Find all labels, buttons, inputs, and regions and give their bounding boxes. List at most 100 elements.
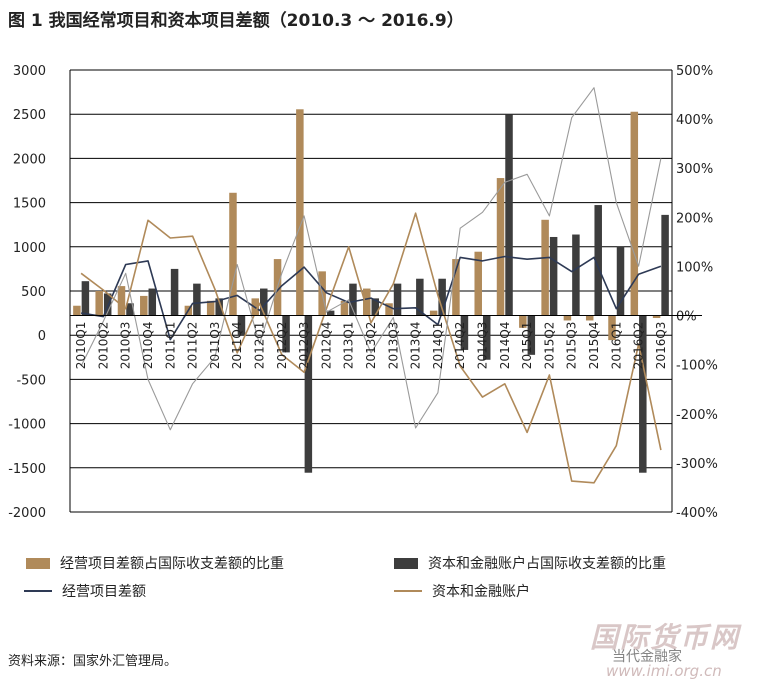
left-tick-label: -2000 (8, 506, 46, 521)
left-tick-label: 2500 (13, 108, 46, 123)
right-tick-label: 300% (676, 162, 713, 177)
category-label: 2016Q3 (654, 322, 668, 370)
left-tick-label: -1500 (8, 462, 46, 477)
grid-lines (70, 69, 672, 513)
right-tick-label: 500% (676, 64, 713, 79)
bar-cfa-share (460, 315, 469, 350)
bar-cfa-share (527, 315, 536, 355)
bar-cfa-share (572, 234, 580, 316)
bar-ca-share (496, 178, 505, 316)
axes (69, 70, 702, 512)
source-note: 资料来源：国家外汇管理局。 (8, 654, 178, 669)
bar-ca-share (296, 109, 304, 316)
bar-cfa-share (549, 236, 558, 316)
bar-cfa-share (438, 278, 446, 316)
legend-item-cfa-balance: 资本和金融账户 (394, 581, 530, 601)
line-marks (80, 87, 662, 484)
bar-cfa-share (505, 114, 513, 316)
bar-cfa-share (326, 310, 335, 316)
bar-cfa-share (661, 214, 669, 316)
bar-ca-share (206, 300, 215, 316)
bar-ca-share (630, 111, 639, 316)
left-tick-label: 1500 (13, 197, 46, 212)
bar-ca-share (140, 295, 148, 316)
left-tick-label: 1000 (13, 241, 46, 256)
category-label: 2014Q1 (431, 322, 445, 370)
bar-ca-share (363, 288, 371, 316)
x-axis-category-labels: 2010Q1 2010Q2 2010Q3 2010Q4 2011Q1 2011Q2 2011… (74, 322, 668, 370)
bar-cfa-share (81, 281, 90, 316)
bar-cfa-share (170, 268, 179, 316)
bar-ca-share (73, 305, 81, 316)
category-label: 2014Q4 (498, 322, 512, 370)
right-tick-label: -400% (676, 506, 718, 521)
category-label: 2010Q3 (119, 322, 133, 370)
bar-cfa-share (594, 205, 602, 316)
bar-ca-share (563, 315, 572, 321)
bar-ca-share (229, 192, 237, 316)
category-label: 2012Q2 (275, 322, 289, 370)
right-tick-label: 200% (676, 211, 713, 226)
left-tick-label: 500 (21, 285, 46, 300)
bar-cfa-share (215, 298, 223, 316)
left-axis-ticks: -2000 -1500 -1000 -500 0 500 1000 1500 2000 2500 3… (8, 64, 46, 521)
category-label: 2013Q2 (364, 322, 378, 370)
legend-item-ca-balance: 经营项目差额 (24, 581, 146, 601)
category-label: 2016Q2 (632, 322, 646, 370)
legend-item-cfa-share: 资本和金融账户占国际收支差额的比重 (394, 553, 666, 573)
category-label: 2013Q3 (386, 322, 400, 370)
bar-cfa-share (349, 283, 357, 316)
bar-cfa-share (260, 288, 268, 316)
bar-ca-share (652, 315, 661, 319)
category-label: 2012Q1 (253, 322, 267, 370)
category-label: 2010Q4 (141, 322, 155, 370)
category-label: 2010Q1 (74, 322, 88, 370)
bar-ca-share (340, 300, 349, 316)
legend-item-ca-share: 经营项目差额占国际收支差额的比重 (26, 553, 284, 573)
bar-ca-share (474, 251, 482, 316)
bar-cfa-share (393, 283, 402, 316)
bar-cfa-share (103, 293, 112, 316)
bar-ca-share (519, 315, 527, 328)
bar-ca-share (117, 286, 126, 316)
category-label: 2011Q4 (230, 322, 244, 370)
legend-swatch-cfa-balance (394, 590, 422, 592)
legend-label-ca-share: 经营项目差额占国际收支差额的比重 (60, 556, 284, 572)
bar-cfa-share (371, 298, 379, 316)
left-tick-label: -500 (16, 373, 46, 388)
legend-swatch-ca-share (26, 557, 50, 569)
left-tick-label: 2000 (13, 152, 46, 167)
bar-cfa-share (482, 315, 491, 360)
right-tick-label: 100% (676, 260, 713, 275)
category-label: 2013Q1 (342, 322, 356, 370)
left-tick-label: 3000 (13, 64, 46, 79)
legend-label-ca-balance: 经营项目差额 (62, 584, 146, 600)
right-axis-ticks: -400% -300% -200% -100% 0% 100% 200% 300% 400% 50… (676, 64, 718, 521)
bar-ca-share (541, 219, 549, 316)
left-tick-label: 0 (38, 329, 46, 344)
line-ca-balance (80, 255, 662, 341)
legend-label-cfa-balance: 资本和金融账户 (432, 584, 530, 600)
category-label: 2015Q3 (565, 322, 579, 370)
right-tick-label: 0% (676, 310, 697, 325)
bar-cfa-share (126, 303, 134, 316)
chart-canvas: -2000 -1500 -1000 -500 0 500 1000 1500 2000 2500 3… (8, 64, 718, 521)
category-label: 2015Q2 (542, 322, 556, 370)
category-label: 2012Q3 (297, 322, 311, 370)
category-label: 2010Q2 (96, 322, 110, 370)
bar-cfa-share (304, 315, 313, 473)
category-label: 2015Q1 (520, 322, 534, 370)
legend-swatch-ca-balance (24, 590, 52, 592)
bar-ca-share (95, 291, 103, 316)
watermark-logo: 国际货币网 (590, 621, 741, 654)
bar-cfa-share (416, 278, 424, 316)
watermark-url: www.imi.org.cn (606, 662, 722, 680)
watermark-wechat: 当代金融家 (612, 649, 682, 665)
bar-ca-share (385, 303, 393, 316)
bar-cfa-share (148, 288, 157, 316)
category-label: 2011Q3 (208, 322, 222, 370)
right-tick-label: -200% (676, 408, 718, 423)
category-label: 2016Q1 (609, 322, 623, 370)
legend-label-cfa-share: 资本和金融账户占国际收支差额的比重 (428, 556, 666, 572)
right-tick-label: -300% (676, 457, 718, 472)
